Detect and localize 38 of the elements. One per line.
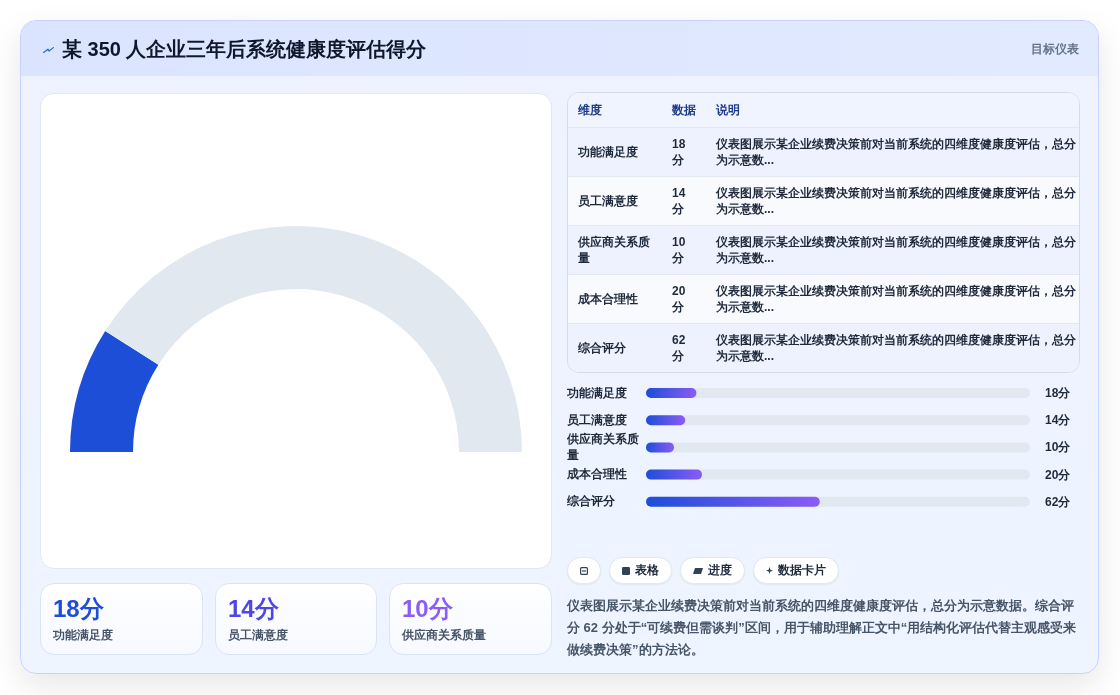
data-label: 18分 [1045, 386, 1072, 400]
category-label: 员工满意度 [228, 627, 289, 643]
data-label: 20分 [1045, 467, 1072, 482]
text: 某 350 人企业三年后系统健康度评估得分 [62, 37, 427, 61]
y-tick-label: 员工满意度 [567, 412, 627, 427]
text: 说明 [715, 102, 741, 119]
text: 仪表图展示某企业续费决策前对当前系统的四维度健康度评估，总分为示意数... [714, 136, 1077, 169]
text: 10分 [402, 595, 453, 622]
text: 18分 [53, 595, 104, 622]
data-label: 14分 [1045, 413, 1072, 428]
y-tick-label: 综合评分 [566, 494, 616, 509]
text: 62 分 [672, 333, 686, 363]
text: 14分 [228, 595, 279, 622]
text: 仪表图展示某企业续费决策前对当前系统的四维度健康度评估，总分为示意数... [714, 283, 1077, 316]
category-label: 功能满足度 [53, 627, 114, 643]
y-tick-label: 成本合理性 [566, 467, 627, 482]
text: 仪表图展示某企业续费决策前对当前系统的四维度健康度评估，总分为示意数... [714, 234, 1077, 267]
bar [646, 388, 697, 398]
y-tick-label: 供应商关系质量 [566, 432, 639, 462]
data-label: 62分 [1045, 494, 1072, 509]
text: 20 分 [672, 284, 686, 314]
text: 目标仪表 [1031, 41, 1079, 57]
category-label: 数据卡片 [778, 562, 826, 579]
category-label: 供应商关系质量 [402, 627, 487, 643]
text: 仪表图展示某企业续费决策前对当前系统的四维度健康度评估，总分为示意数... [714, 332, 1077, 365]
data-label: 10分 [1045, 440, 1072, 455]
bar [646, 469, 703, 480]
text: 仪表图展示某企业续费决策前对当前系统的四维度健康度评估，总分为示意数... [714, 185, 1077, 218]
category-label: 表格 [635, 562, 659, 579]
category-label: 进度 [708, 562, 732, 579]
text: 维度 [577, 102, 603, 119]
text: 14 分 [672, 186, 686, 216]
text: 仪表图展示某企业续费决策前对当前系统的四维度健康度评估，总分为示意数据。综合评分 62 分处于“可续费但需谈判”区间，用于辅助理解正文中“用结构化评估代替主观感受来做续费决策”的方法论。 [567, 597, 1078, 659]
text: 18 分 [672, 137, 686, 167]
bar [646, 415, 686, 426]
text: 数据 [671, 102, 697, 119]
text: 10 分 [672, 235, 686, 265]
y-tick-label: 功能满足度 [566, 385, 627, 400]
